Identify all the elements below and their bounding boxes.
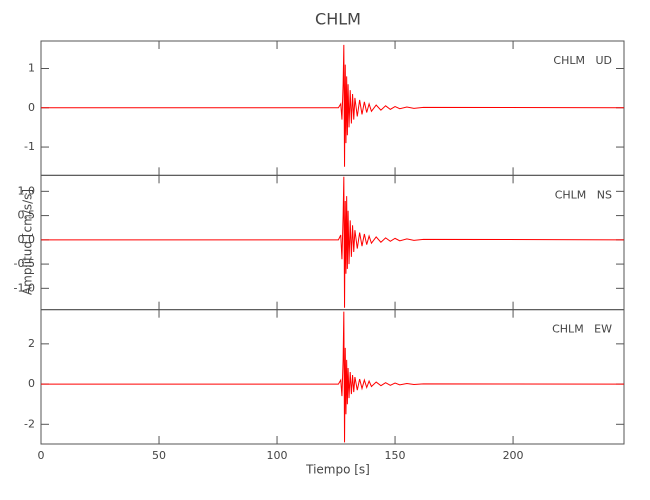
trace [41, 311, 624, 443]
panel: -2 0 2 0 50 100 150 200 CHLM EW [24, 309, 625, 462]
panel-label: CHLM NS [555, 188, 612, 201]
panel: -1.0 -0.5 0.0 0.5 1.0 CHLM NS [14, 174, 625, 311]
x-tick-label: 100 [267, 449, 288, 462]
panel-label: CHLM EW [552, 323, 612, 336]
trace [41, 44, 624, 167]
y-tick-label: 2 [28, 337, 35, 350]
panel-frame [40, 309, 625, 445]
x-tick-label: 200 [503, 449, 524, 462]
panel-label: CHLM UD [553, 54, 612, 67]
x-tick-label: 0 [38, 449, 45, 462]
y-tick-label: -0.5 [14, 257, 35, 270]
y-tick-label: 0.5 [18, 209, 36, 222]
x-axis-label: Tiempo [s] [305, 463, 370, 477]
y-tick-label: -1 [24, 140, 35, 153]
panel-frame [40, 174, 625, 311]
x-tick-label: 50 [152, 449, 166, 462]
y-tick-label: 1 [28, 61, 35, 74]
y-tick-label: 0 [28, 101, 35, 114]
y-tick-label: 0.0 [18, 233, 36, 246]
y-tick-label: -2 [24, 417, 35, 430]
y-tick-label: 1.0 [18, 184, 36, 197]
y-tick-label: 0 [28, 377, 35, 390]
chart-title: CHLM [315, 10, 361, 29]
y-axis-label: Amplitud [cm/s/s] [21, 189, 35, 295]
trace [41, 176, 624, 308]
x-tick-label: 150 [385, 449, 406, 462]
panel: -1 0 1 CHLM UD [24, 40, 625, 176]
y-tick-label: -1.0 [14, 281, 35, 294]
